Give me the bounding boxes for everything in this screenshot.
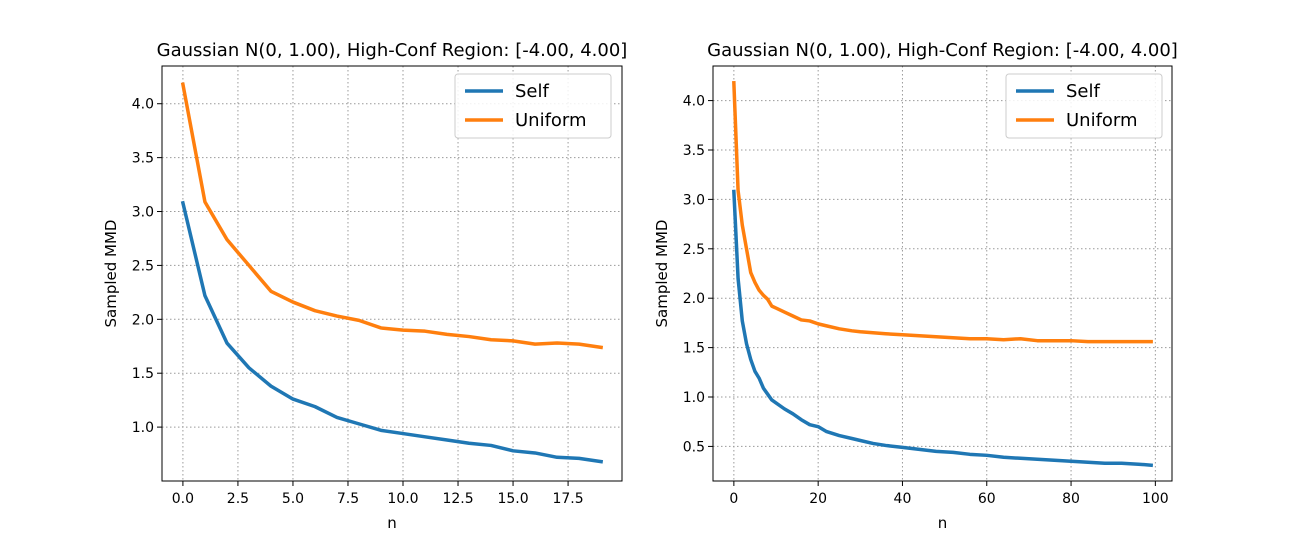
chart-title: Gaussian N(0, 1.00), High-Conf Region: […	[707, 40, 1178, 61]
x-tick-label: 12.5	[442, 491, 473, 507]
series-line-uniform	[180, 82, 604, 350]
y-tick-label: 3.5	[132, 151, 154, 167]
y-tick-label: 1.0	[132, 420, 154, 436]
x-tick-label: 2.5	[227, 491, 249, 507]
axes-frame	[161, 65, 623, 482]
axes-frame	[712, 65, 1173, 482]
plot-left: 0.0 2.5 5.0 7.5 10.0 12.5 15.0 17.5 1.0 1.5 2.0 2.5…	[102, 40, 627, 532]
series-line-self	[732, 189, 1154, 468]
x-tick-label: 80	[1062, 491, 1080, 507]
legend-label-self: Self	[515, 81, 550, 102]
x-axis-label: n	[387, 514, 397, 532]
x-tick-label: 60	[978, 491, 996, 507]
y-tick-label: 0.5	[683, 439, 705, 455]
x-tick-label: 15.0	[497, 491, 528, 507]
y-tick-label: 4.0	[132, 97, 154, 113]
x-tick-label: 20	[809, 491, 827, 507]
x-tick-label: 100	[1142, 491, 1169, 507]
x-axis-label: n	[938, 514, 948, 532]
y-tick-label: 3.0	[683, 192, 705, 208]
chart-title: Gaussian N(0, 1.00), High-Conf Region: […	[157, 40, 628, 61]
y-tick-label: 1.0	[683, 390, 705, 406]
y-tick-label: 2.5	[683, 242, 705, 258]
x-tick-label: 0	[729, 491, 738, 507]
y-tick-label: 1.5	[132, 366, 154, 382]
y-axis-label: Sampled MMD	[102, 220, 120, 328]
x-tick-label: 40	[894, 491, 912, 507]
x-tick-label: 5.0	[282, 491, 304, 507]
x-tick-label: 10.0	[387, 491, 418, 507]
legend-label-self: Self	[1066, 81, 1101, 102]
legend: Self Uniform	[454, 73, 612, 139]
y-tick-label: 3.0	[132, 205, 154, 221]
y-tick-label: 2.0	[683, 291, 705, 307]
y-tick-label: 1.5	[683, 341, 705, 357]
legend: Self Uniform	[1005, 73, 1163, 139]
plot-right: 0 20 40 60 80 100 0.5 1.0 1.5 2.0 2.5 3.0 3.5 4.0 Gaus…	[653, 40, 1178, 532]
x-tick-label: 0.0	[172, 491, 194, 507]
y-axis-label: Sampled MMD	[653, 220, 671, 328]
x-tick-label: 7.5	[337, 491, 359, 507]
legend-label-uniform: Uniform	[1066, 110, 1138, 131]
series-line-uniform	[732, 80, 1153, 344]
series-line-self	[180, 200, 604, 464]
y-tick-label: 3.5	[683, 143, 705, 159]
y-tick-label: 2.5	[132, 258, 154, 274]
y-tick-label: 2.0	[132, 312, 154, 328]
x-tick-label: 17.5	[552, 491, 583, 507]
y-tick-label: 4.0	[683, 94, 705, 110]
legend-label-uniform: Uniform	[515, 110, 587, 131]
